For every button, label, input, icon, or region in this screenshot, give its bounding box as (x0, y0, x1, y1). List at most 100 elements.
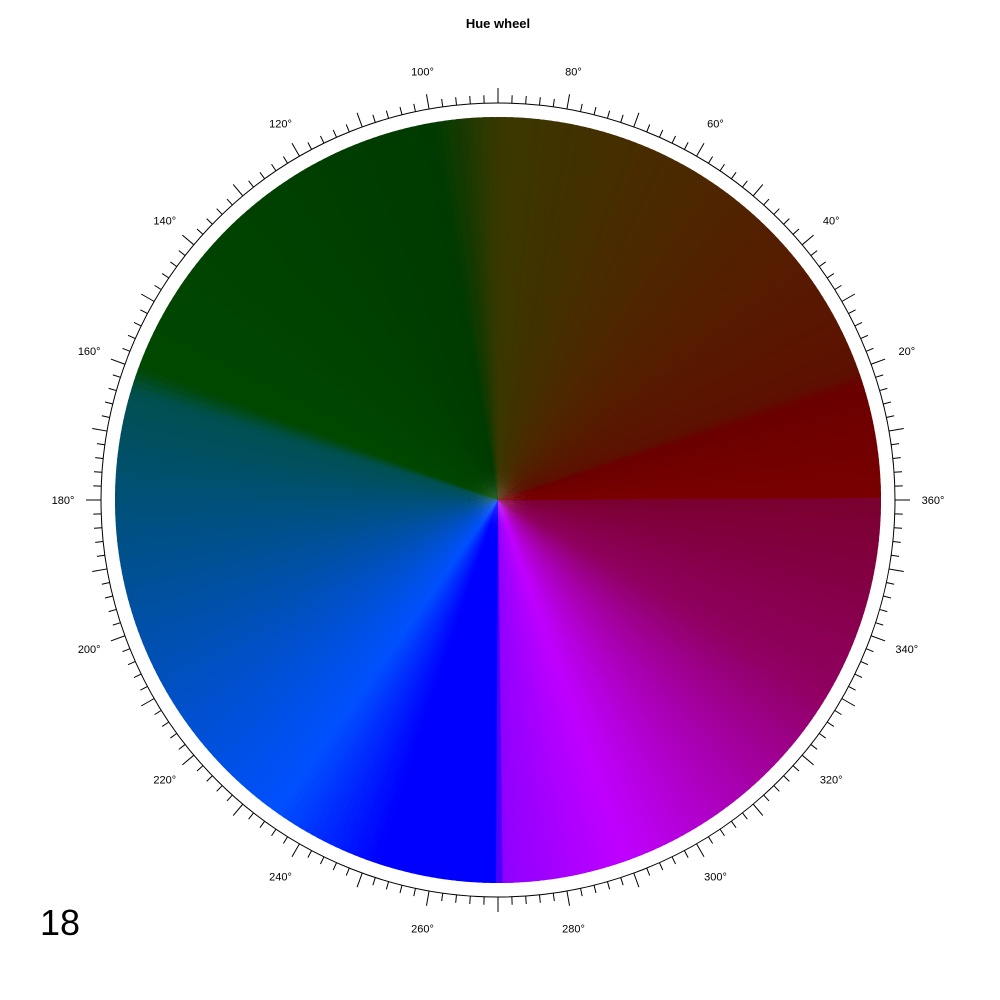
minor-tick (848, 309, 856, 315)
minor-tick (646, 124, 651, 133)
hue-wedge (245, 205, 498, 500)
minor-tick (763, 794, 770, 802)
hue-wedge (475, 500, 498, 883)
hue-wedge (498, 188, 731, 500)
minor-tick (552, 893, 555, 902)
hue-wedge (498, 500, 878, 562)
hue-wedge (282, 500, 498, 823)
hue-wedge (390, 500, 498, 871)
angle-tick-labels: 20° 40° 60° 80° 100° 120° 140° 160° 180° 200° 220°… (52, 67, 945, 936)
hue-wedge (498, 209, 756, 500)
minor-tick (385, 110, 390, 119)
major-tick (752, 184, 764, 197)
hue-wedge (498, 500, 746, 799)
minor-tick (104, 401, 113, 405)
hue-wedge (271, 500, 498, 815)
hue-wedge (117, 444, 499, 500)
major-tick (633, 872, 640, 888)
hue-wedge (190, 262, 499, 500)
hue-wedge (498, 497, 881, 509)
minor-tick (826, 721, 835, 727)
hue-wedge (498, 500, 766, 782)
minor-tick (810, 250, 818, 256)
hue-wedge (230, 500, 498, 782)
tick-label: 40° (823, 215, 840, 227)
major-tick (182, 754, 195, 766)
hue-wedge (498, 500, 863, 627)
hue-wedge (119, 431, 498, 500)
hue-wedge (498, 500, 817, 722)
hue-wedge (183, 273, 498, 500)
hue-wedge (498, 500, 857, 646)
minor-tick (469, 95, 471, 105)
tick-label: 280° (562, 923, 585, 935)
minor-tick (742, 180, 748, 188)
hue-wedge (498, 160, 686, 500)
minor-tick (719, 163, 725, 172)
hue-wedge (498, 152, 668, 501)
hue-wedge (346, 500, 498, 856)
hue-wedge (142, 348, 498, 500)
minor-tick (96, 443, 105, 446)
minor-tick (606, 110, 611, 119)
minor-tick (834, 284, 842, 291)
hue-wedge (199, 252, 498, 500)
hue-wedge (230, 218, 498, 500)
hue-wedge (498, 252, 797, 500)
hue-wedge (131, 379, 498, 500)
minor-tick (259, 820, 266, 828)
tick-label: 80° (565, 67, 582, 79)
hue-wedge (498, 146, 656, 501)
tick-label: 20° (898, 346, 915, 358)
hue-wedge (115, 471, 499, 500)
minor-tick (818, 261, 826, 268)
hue-wedge (498, 500, 761, 786)
hue-wedge (498, 133, 619, 500)
hue-wedge (498, 137, 631, 500)
minor-tick (892, 541, 901, 543)
hue-wedge (498, 500, 872, 595)
hue-wedge (162, 306, 499, 500)
minor-tick (307, 142, 313, 150)
hue-wedge (129, 386, 499, 500)
minor-tick (683, 850, 689, 858)
minor-tick (96, 554, 105, 557)
hue-wedge (498, 500, 859, 640)
hue-wedge (194, 257, 498, 500)
minor-tick (248, 812, 254, 820)
hue-wedge (498, 237, 784, 500)
hue-wedge (498, 223, 771, 500)
minor-tick (707, 836, 714, 844)
hue-wedge (299, 500, 498, 833)
tick-label: 320° (820, 775, 843, 787)
minor-tick (886, 582, 895, 585)
hue-wedge (293, 500, 498, 830)
tick-label: 100° (411, 67, 434, 79)
hue-wedge (498, 201, 746, 500)
hue-wedge (498, 500, 824, 711)
hue-wedge (498, 500, 802, 743)
tick-label: 340° (895, 644, 918, 656)
hue-wedge (158, 312, 498, 500)
major-tick (888, 568, 904, 573)
hue-wedge (203, 247, 498, 500)
minor-tick (112, 622, 121, 626)
hue-wedge (498, 500, 751, 795)
hue-wedge (121, 418, 498, 500)
hue-wedge (498, 500, 854, 652)
minor-tick (133, 673, 142, 678)
hue-wedge (168, 295, 498, 500)
minor-tick (122, 648, 131, 653)
minor-tick (875, 622, 884, 626)
hue-wedge (498, 227, 775, 500)
minor-tick (216, 208, 223, 215)
hue-wedge (498, 500, 861, 633)
minor-tick (646, 867, 651, 876)
minor-tick (879, 608, 888, 613)
hue-wedge (352, 500, 498, 859)
minor-tick (792, 765, 800, 772)
hue-wedge (150, 330, 499, 500)
hue-wedge (498, 500, 879, 556)
hue-wedge (498, 218, 766, 500)
major-tick (92, 427, 108, 432)
